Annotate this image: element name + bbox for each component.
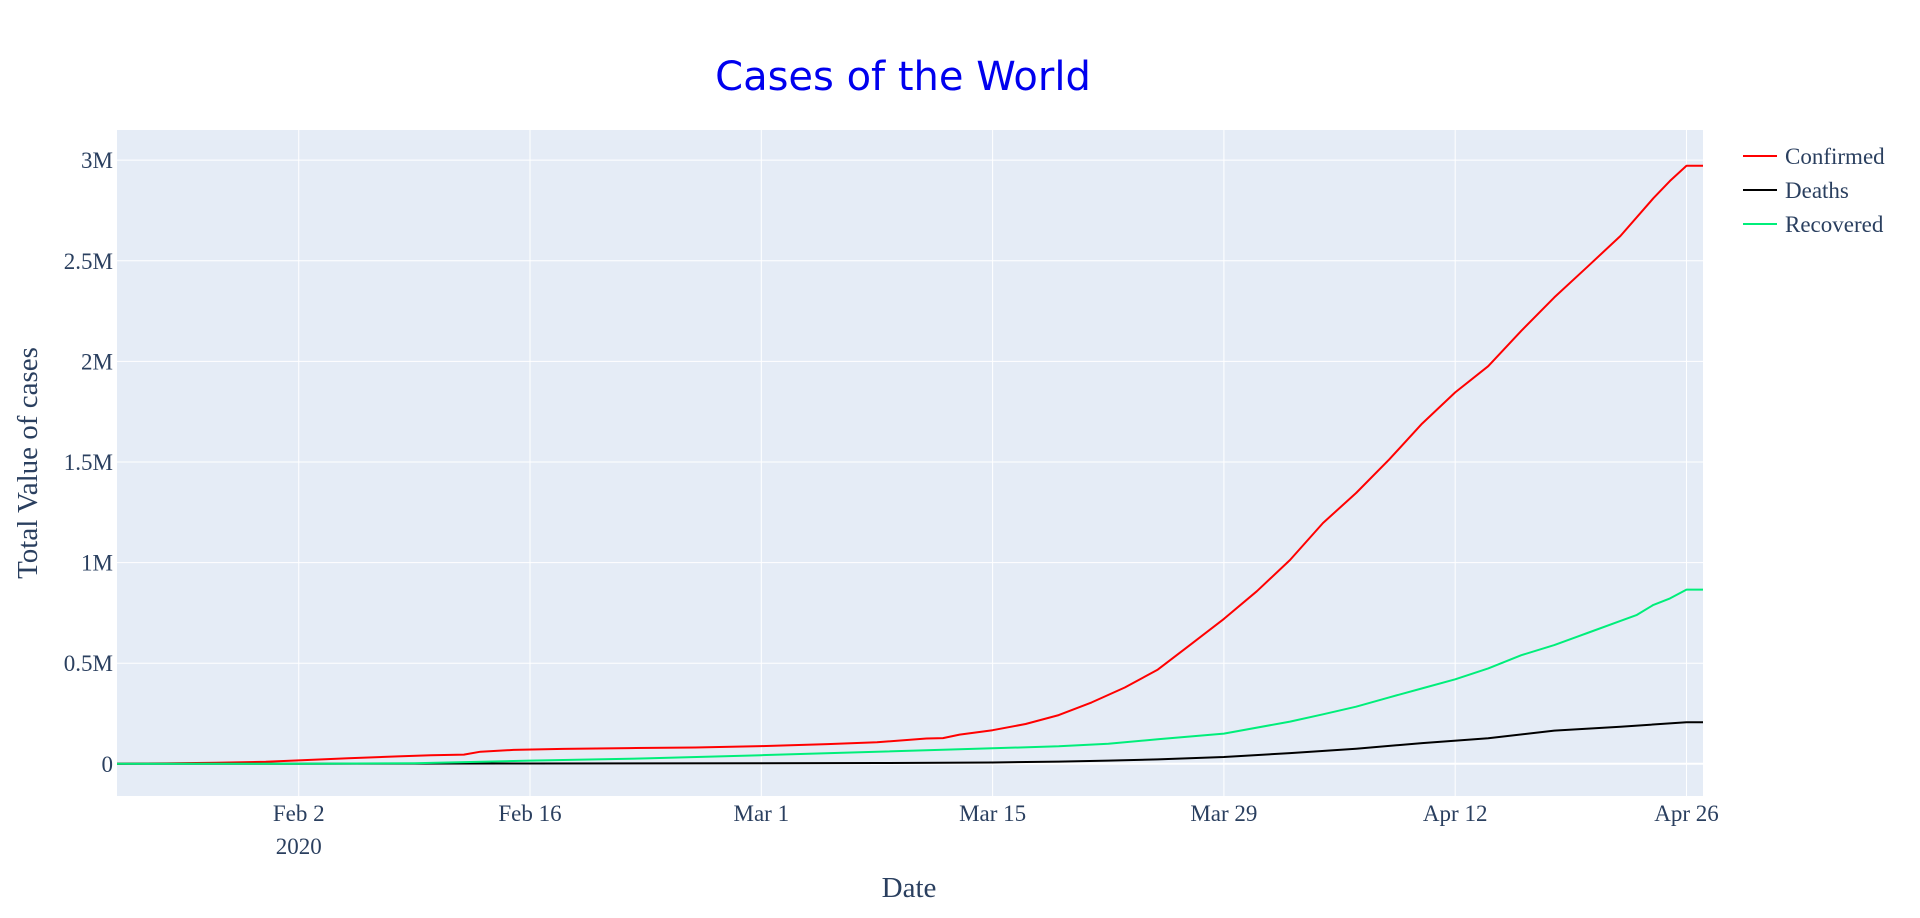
chart-title: Cases of the World <box>715 54 1091 100</box>
series-lines <box>116 164 1703 765</box>
y-tick-label: 2.5M <box>64 249 113 274</box>
legend-label: Deaths <box>1785 178 1849 203</box>
series-line-confirmed[interactable] <box>116 164 1703 765</box>
x-gridlines <box>298 130 1687 796</box>
legend-item-confirmed[interactable]: Confirmed <box>1743 144 1885 169</box>
y-tick-label: 2M <box>81 349 113 374</box>
series-line-deaths[interactable] <box>116 721 1703 765</box>
series-line-recovered[interactable] <box>116 588 1703 765</box>
legend-item-recovered[interactable]: Recovered <box>1743 212 1884 237</box>
x-tick-label: Mar 29 <box>1190 801 1257 826</box>
x-tick-label: Feb 16 <box>498 801 561 826</box>
y-axis-title: Total Value of cases <box>12 347 44 579</box>
y-tick-label: 3M <box>81 148 113 173</box>
x-tick-labels: Feb 2 2020 Feb 16 Mar 1 Mar 15 Mar 29 Apr 12 Ap… <box>273 801 1719 859</box>
legend-label: Recovered <box>1785 212 1884 237</box>
legend-item-deaths[interactable]: Deaths <box>1743 178 1849 203</box>
x-tick-year-label: 2020 <box>276 834 322 859</box>
legend[interactable]: Confirmed Deaths Recovered <box>1743 144 1885 237</box>
x-tick-label: Apr 26 <box>1654 801 1719 826</box>
plot-area <box>117 130 1703 796</box>
legend-label: Confirmed <box>1785 144 1885 169</box>
x-tick-label: Apr 12 <box>1423 801 1488 826</box>
y-tick-label: 1.5M <box>64 450 113 475</box>
y-tick-label: 0.5M <box>64 651 113 676</box>
x-tick-label: Mar 15 <box>959 801 1026 826</box>
x-tick-label: Mar 1 <box>734 801 790 826</box>
y-tick-label: 1M <box>81 551 113 576</box>
y-tick-label: 0 <box>102 752 114 777</box>
y-tick-labels: 0 0.5M 1M 1.5M 2M 2.5M 3M <box>64 148 113 777</box>
x-tick-label: Feb 2 <box>273 801 325 826</box>
x-axis-title: Date <box>882 872 937 904</box>
